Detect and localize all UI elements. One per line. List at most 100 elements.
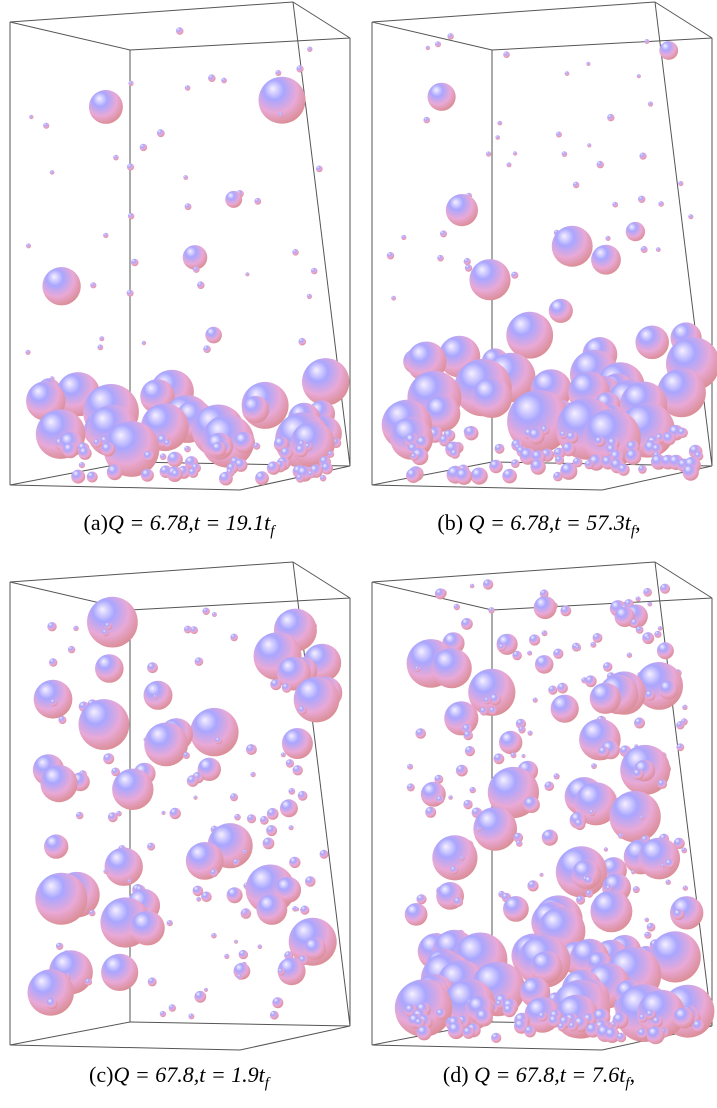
- sphere: [319, 474, 327, 482]
- sphere: [638, 465, 647, 474]
- sphere: [502, 1004, 517, 1018]
- sphere: [186, 775, 199, 787]
- sphere: [49, 170, 55, 175]
- sphere: [225, 190, 243, 208]
- sphere: [259, 815, 269, 825]
- sphere: [103, 421, 160, 477]
- sphere: [609, 790, 661, 843]
- sphere: [386, 252, 395, 260]
- sphere: [234, 813, 241, 821]
- caption-math: Q = 6.78,t = 19.1t: [107, 510, 271, 535]
- sphere: [548, 298, 573, 323]
- sphere: [453, 603, 460, 611]
- sphere: [506, 311, 554, 359]
- sphere: [489, 459, 503, 474]
- sphere: [635, 596, 641, 602]
- sphere: [302, 358, 350, 406]
- sphere: [658, 680, 679, 700]
- caption-subscript: f: [264, 1075, 269, 1092]
- sphere: [211, 932, 217, 939]
- sphere: [88, 89, 123, 124]
- sphere: [103, 753, 115, 765]
- sphere: [524, 1025, 536, 1038]
- sphere: [161, 810, 166, 815]
- sphere: [469, 583, 475, 589]
- sphere: [640, 246, 648, 253]
- sphere: [416, 1025, 432, 1041]
- sphere: [415, 436, 431, 451]
- sphere: [205, 326, 222, 344]
- sphere: [564, 71, 570, 76]
- sphere: [277, 957, 306, 986]
- sphere: [527, 650, 533, 656]
- sphere: [682, 885, 688, 891]
- sphere: [584, 876, 595, 887]
- sphere: [639, 152, 647, 160]
- sphere: [647, 601, 653, 607]
- sphere: [510, 752, 517, 759]
- sphere: [84, 978, 93, 986]
- sphere: [219, 471, 233, 486]
- sphere: [598, 746, 610, 758]
- sphere: [211, 612, 217, 617]
- sphere: [166, 920, 173, 927]
- sphere: [296, 65, 304, 73]
- sphere: [242, 911, 247, 917]
- sphere: [238, 949, 248, 960]
- sphere: [559, 430, 568, 439]
- sphere: [469, 786, 476, 794]
- sphere: [281, 682, 292, 693]
- sphere: [468, 668, 516, 716]
- sphere: [625, 449, 642, 465]
- sphere: [406, 783, 415, 792]
- sphere: [279, 799, 298, 818]
- sphere: [245, 272, 250, 277]
- sphere: [73, 625, 79, 631]
- sphere: [35, 872, 88, 925]
- sphere: [188, 1013, 195, 1020]
- sphere: [584, 675, 597, 688]
- sphere: [90, 282, 97, 289]
- sphere: [126, 289, 134, 297]
- sphere: [592, 633, 603, 643]
- sphere: [190, 626, 199, 634]
- sphere: [544, 781, 554, 791]
- sphere: [230, 793, 238, 802]
- sphere: [230, 633, 238, 642]
- sphere: [448, 795, 453, 800]
- panel-b: [371, 1, 717, 491]
- box-edge: [654, 561, 713, 1027]
- sphere: [233, 431, 256, 454]
- box-edge: [9, 561, 294, 583]
- box-edge: [129, 37, 351, 51]
- sphere: [572, 457, 583, 468]
- sphere: [557, 1022, 567, 1032]
- sphere: [103, 869, 109, 874]
- sphere: [407, 763, 414, 770]
- sphere: [182, 752, 190, 759]
- sphere: [527, 730, 533, 736]
- sphere: [670, 896, 704, 930]
- sphere: [533, 596, 557, 620]
- sphere: [560, 462, 578, 480]
- caption-d: (d) Q = 67.8,t = 7.6tf,: [360, 1062, 717, 1092]
- sphere: [406, 468, 421, 484]
- sphere: [167, 451, 183, 468]
- sphere: [591, 244, 621, 275]
- sphere: [101, 442, 116, 457]
- sphere: [488, 607, 495, 614]
- sphere: [437, 254, 444, 262]
- sphere: [638, 837, 681, 880]
- sphere: [275, 876, 302, 903]
- sphere: [88, 909, 96, 917]
- sphere: [681, 847, 688, 854]
- sphere: [453, 897, 464, 907]
- sphere: [303, 937, 327, 960]
- sphere: [510, 459, 520, 468]
- sphere: [211, 441, 227, 457]
- sphere: [184, 203, 192, 211]
- sphere: [126, 163, 135, 171]
- sphere: [234, 939, 238, 944]
- sphere: [127, 212, 135, 220]
- sphere: [461, 618, 473, 630]
